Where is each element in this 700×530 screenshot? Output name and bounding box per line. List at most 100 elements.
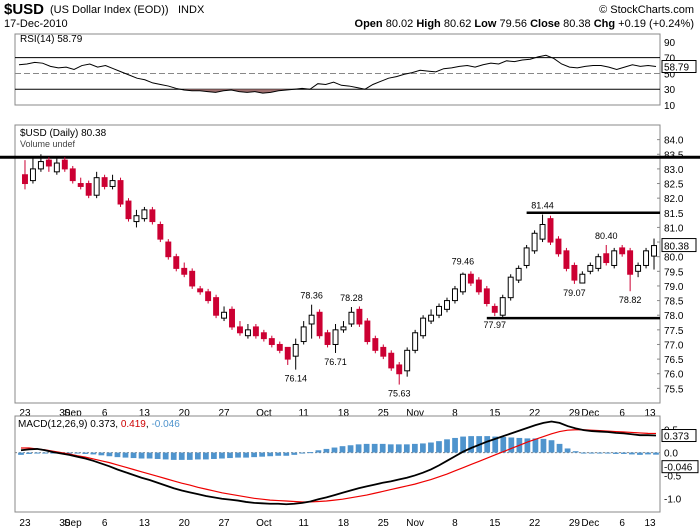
candle-body: [53, 162, 60, 173]
rsi-title: RSI(14) 58.79: [20, 34, 83, 45]
candle-body: [22, 174, 28, 185]
candle-body: [157, 223, 164, 240]
macd-histogram-bar: [572, 451, 579, 453]
x-tick-label: 23: [19, 518, 31, 529]
candle-body: [412, 332, 419, 351]
price-tick-label: 82.5: [664, 180, 684, 191]
candle-body: [101, 177, 108, 187]
macd-panel: [14, 415, 661, 513]
candle-body: [316, 311, 323, 337]
rsi-tick-label: 10: [664, 101, 676, 112]
candle-body: [69, 168, 76, 182]
candle-body: [444, 300, 450, 310]
candle-body: [499, 297, 506, 316]
macd-histogram-bar: [194, 452, 201, 460]
price-annotation: 76.71: [324, 357, 347, 367]
candle-body: [555, 238, 562, 255]
macd-histogram-bar: [211, 452, 217, 459]
macd-histogram-bar: [436, 441, 442, 453]
macd-histogram-bar: [138, 452, 145, 459]
candle-body: [284, 346, 291, 360]
candle-body: [348, 311, 355, 325]
price-panel: [14, 124, 661, 404]
macd-histogram-bar: [403, 444, 410, 453]
macd-histogram-bar: [452, 437, 458, 453]
chg-label: Chg: [593, 18, 616, 30]
quote-summary: Open 80.02 High 80.62 Low 79.56 Close 80…: [355, 18, 694, 30]
candle-body: [45, 159, 52, 167]
x-tick-label: 23: [19, 408, 31, 419]
x-tick-label: Nov: [406, 408, 424, 419]
candle-body: [229, 308, 235, 328]
rsi-tick-label: 70: [664, 54, 676, 65]
macd-histogram-bar: [420, 443, 426, 453]
rsi-tick-label: 50: [664, 69, 676, 80]
macd-histogram-bar: [42, 452, 48, 454]
macd-histogram-bar: [18, 452, 24, 455]
x-tick-label: 13: [139, 408, 151, 419]
x-tick-label: Sep: [64, 518, 82, 529]
macd-hist-last-box: [661, 460, 699, 474]
x-tick-label: 27: [218, 518, 230, 529]
candle-body: [149, 209, 156, 223]
macd-histogram-bar: [130, 452, 137, 459]
price-tick-label: 82.0: [664, 194, 684, 205]
macd-histogram-bar: [444, 439, 450, 453]
candle-body: [587, 264, 594, 272]
candle-body: [420, 317, 427, 337]
price-tick-label: 75.5: [664, 384, 684, 395]
macd-histogram-bar: [588, 452, 595, 454]
x-tick-label: 6: [102, 408, 108, 419]
macd-title: MACD(12,26,9) 0.373, 0.419, -0.046: [18, 419, 180, 430]
candle-body: [372, 338, 379, 351]
high-label: High: [416, 18, 441, 30]
macd-histogram-bar: [66, 452, 73, 454]
candle-body: [173, 256, 180, 269]
macd-histogram-bar: [548, 440, 555, 453]
candle-body: [117, 180, 124, 205]
candle-body: [539, 223, 546, 240]
candle-body: [404, 349, 411, 372]
macd-histogram-bar: [74, 452, 81, 454]
candle-body: [300, 326, 307, 343]
macd-histogram-bar: [90, 452, 97, 455]
x-tick-label: 18: [338, 408, 350, 419]
macd-histogram-bar: [612, 452, 619, 454]
candle-body: [340, 326, 347, 331]
x-tick-label: 13: [644, 408, 656, 419]
macd-tick-label: 0.0: [664, 449, 678, 460]
macd-histogram-bar: [331, 447, 338, 453]
candle-body: [467, 273, 474, 284]
x-tick-label: 27: [218, 408, 230, 419]
candle-body: [619, 247, 626, 255]
candle-body: [77, 183, 84, 187]
price-annotation: 77.97: [484, 320, 507, 330]
candle-body: [332, 329, 339, 345]
macd-histogram-bar: [540, 438, 547, 453]
x-tick-label: 20: [179, 408, 191, 419]
rsi-last-label: 58.79: [664, 63, 689, 74]
exchange-label: INDX: [178, 4, 205, 16]
price-subtitle: Volume undef: [20, 139, 76, 149]
price-last-label: 80.38: [664, 242, 689, 253]
macd-histogram-bar: [596, 452, 603, 454]
x-tick-label: 8: [452, 408, 458, 419]
macd-histogram-bar: [98, 452, 105, 456]
macd-histogram-bar: [275, 452, 282, 456]
macd-histogram-bar: [363, 443, 370, 453]
x-tick-label: 8: [452, 518, 458, 529]
x-tick-label: Dec: [581, 408, 599, 419]
macd-last-label: 0.373: [664, 432, 689, 443]
x-tick-label: 20: [179, 518, 191, 529]
candle-body: [436, 305, 442, 316]
candle-body: [237, 326, 243, 334]
price-annotation: 76.14: [284, 374, 307, 384]
candle-body: [125, 200, 132, 220]
x-tick-label: 25: [378, 518, 390, 529]
macd-histogram-bar: [50, 452, 57, 454]
close-label: Close: [530, 18, 561, 30]
x-tick-label: 30: [59, 408, 71, 419]
price-tick-label: 81.5: [664, 209, 684, 220]
macd-histogram-bar: [323, 448, 330, 453]
